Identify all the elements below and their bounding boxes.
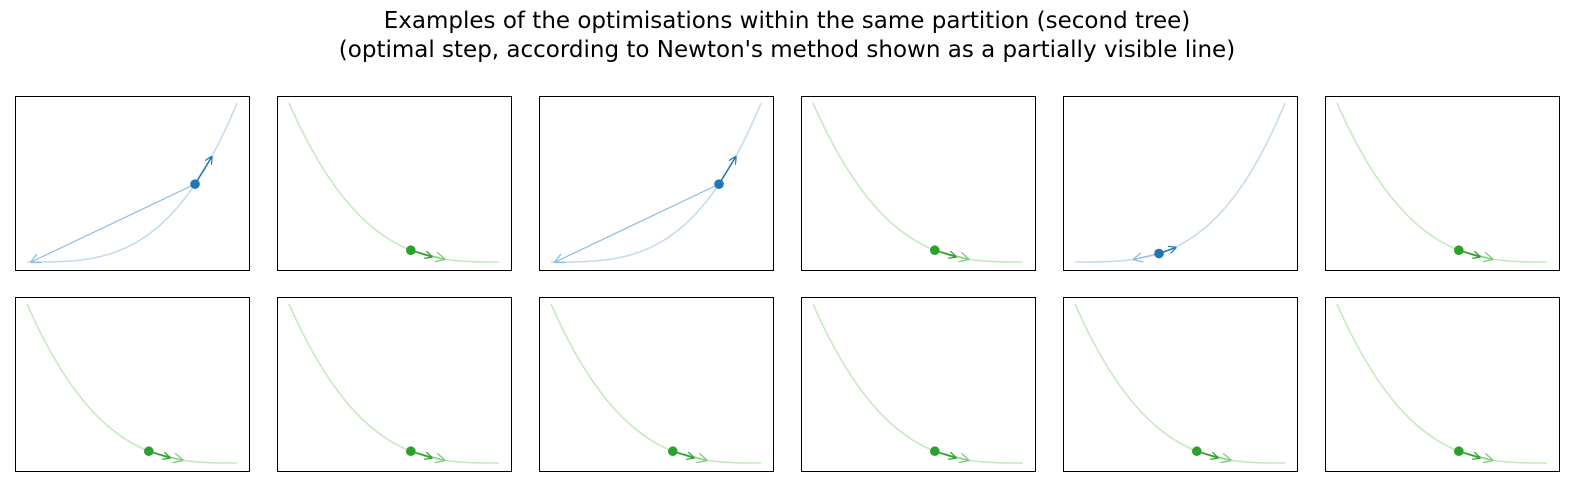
gradient-step-arrow bbox=[194, 157, 212, 185]
current-point bbox=[930, 245, 940, 256]
loss-curve bbox=[288, 102, 499, 263]
figure-title: Examples of the optimisations within the… bbox=[383, 8, 1191, 34]
subplot-frame bbox=[1063, 96, 1298, 271]
subplot-frame bbox=[1325, 96, 1560, 271]
loss-curve bbox=[1074, 303, 1285, 464]
current-point bbox=[930, 446, 940, 457]
subplot-4 bbox=[801, 96, 1036, 271]
subplot-10 bbox=[801, 297, 1036, 472]
current-point bbox=[714, 179, 724, 189]
loss-curve bbox=[1336, 303, 1547, 464]
subplot-frame bbox=[15, 96, 250, 271]
loss-curve bbox=[551, 102, 762, 263]
subplot-5 bbox=[1063, 96, 1298, 271]
loss-curve bbox=[26, 303, 237, 464]
subplot-8 bbox=[277, 297, 512, 472]
subplot-frame bbox=[801, 96, 1036, 271]
loss-curve bbox=[27, 102, 238, 263]
newton-step-line bbox=[555, 183, 720, 262]
subplot-frame bbox=[15, 297, 250, 472]
subplot-3 bbox=[539, 96, 774, 271]
loss-curve bbox=[550, 303, 761, 464]
current-point bbox=[668, 446, 678, 457]
current-point bbox=[144, 446, 154, 457]
loss-curve bbox=[812, 303, 1023, 464]
loss-curve bbox=[1075, 102, 1286, 263]
current-point bbox=[1192, 446, 1202, 457]
subplot-7 bbox=[15, 297, 250, 472]
current-point bbox=[1154, 248, 1164, 259]
subplot-frame bbox=[277, 96, 512, 271]
current-point bbox=[1454, 446, 1464, 457]
subplot-11 bbox=[1063, 297, 1298, 472]
subplot-frame bbox=[539, 297, 774, 472]
subplot-frame bbox=[1325, 297, 1560, 472]
current-point bbox=[406, 245, 416, 256]
current-point bbox=[1454, 245, 1464, 256]
subplot-frame bbox=[539, 96, 774, 271]
loss-curve bbox=[288, 303, 499, 464]
subplot-frame bbox=[801, 297, 1036, 472]
figure-subtitle: (optimal step, according to Newton's met… bbox=[338, 37, 1236, 63]
subplot-2 bbox=[277, 96, 512, 271]
subplot-9 bbox=[539, 297, 774, 472]
current-point bbox=[406, 446, 416, 457]
loss-curve bbox=[1336, 102, 1547, 263]
subplot-1 bbox=[15, 96, 250, 271]
current-point bbox=[190, 179, 200, 189]
gradient-step-arrow bbox=[718, 157, 736, 185]
subplot-12 bbox=[1325, 297, 1560, 472]
subplot-frame bbox=[1063, 297, 1298, 472]
subplot-6 bbox=[1325, 96, 1560, 271]
loss-curve bbox=[812, 102, 1023, 263]
subplot-frame bbox=[277, 297, 512, 472]
newton-step-line bbox=[31, 183, 196, 262]
